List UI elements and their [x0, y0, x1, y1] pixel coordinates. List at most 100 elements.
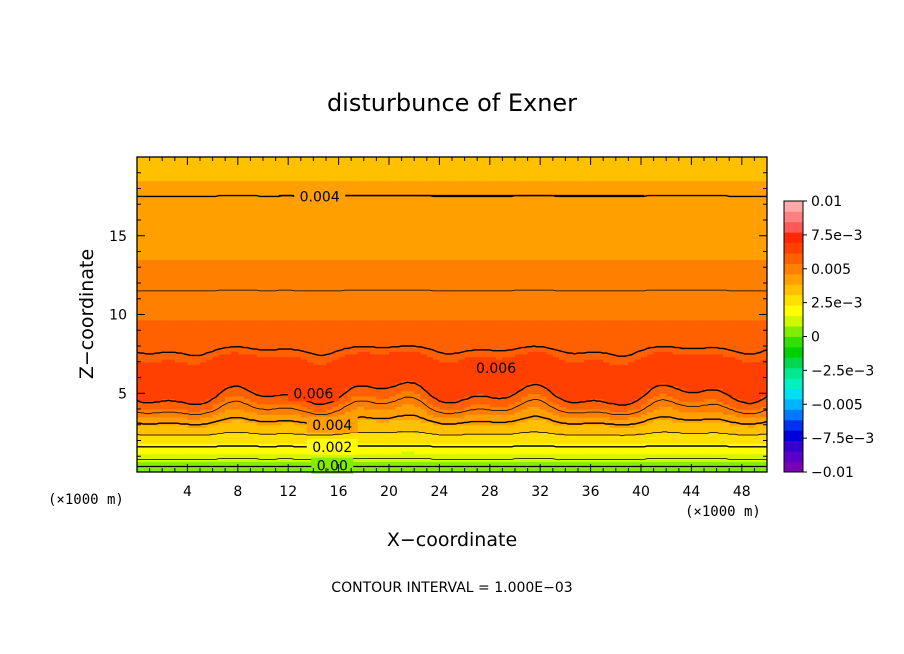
field-cell	[212, 393, 220, 397]
field-cell	[288, 414, 296, 418]
field-cell	[376, 264, 384, 268]
field-cell	[250, 414, 258, 418]
field-cell	[269, 456, 277, 460]
field-cell	[237, 298, 245, 302]
field-cell	[168, 264, 176, 268]
field-cell	[263, 214, 270, 218]
field-cell	[155, 288, 163, 292]
field-cell	[344, 322, 352, 326]
field-cell	[313, 288, 321, 292]
field-cell	[363, 338, 371, 342]
field-cell	[162, 353, 170, 358]
field-cell	[275, 445, 283, 449]
field-cell	[212, 414, 220, 418]
field-cell	[332, 214, 340, 218]
field-cell	[174, 406, 182, 410]
field-cell	[181, 204, 188, 208]
field-cell	[244, 359, 251, 363]
field-cell	[174, 458, 182, 463]
field-cell	[332, 275, 340, 279]
field-cell	[307, 275, 314, 279]
field-cell	[250, 395, 258, 400]
field-cell	[269, 435, 277, 439]
field-cell	[225, 159, 233, 163]
field-cell	[137, 209, 144, 213]
field-cell	[313, 340, 321, 344]
field-cell	[174, 464, 182, 468]
field-cell	[193, 191, 201, 195]
field-cell	[382, 264, 390, 268]
field-cell	[174, 220, 182, 224]
field-cell	[376, 458, 384, 463]
field-cell	[181, 435, 188, 439]
field-cell	[351, 243, 359, 247]
field-cell	[351, 230, 359, 234]
field-cell	[344, 411, 352, 415]
field-cell	[162, 283, 170, 287]
field-cell	[326, 403, 333, 407]
field-cell	[357, 196, 365, 200]
field-cell	[389, 451, 396, 455]
field-cell	[307, 353, 314, 358]
field-cell	[382, 164, 390, 169]
field-cell	[237, 306, 245, 310]
field-cell	[244, 464, 251, 468]
field-cell	[168, 212, 176, 216]
field-cell	[326, 367, 333, 371]
field-cell	[395, 338, 403, 342]
field-cell	[143, 448, 151, 452]
field-cell	[193, 395, 201, 400]
field-cell	[319, 290, 327, 295]
field-cell	[307, 159, 314, 163]
field-cell	[250, 453, 258, 457]
field-cell	[281, 293, 289, 297]
field-cell	[382, 204, 390, 208]
field-cell	[231, 432, 239, 436]
field-cell	[389, 380, 396, 384]
field-cell	[275, 248, 283, 253]
field-cell	[149, 193, 157, 197]
field-cell	[357, 233, 365, 237]
field-cell	[363, 199, 371, 203]
field-cell	[382, 401, 390, 405]
chart-title: disturbunce of Exner	[327, 89, 577, 117]
field-cell	[357, 432, 365, 436]
field-cell	[155, 338, 163, 342]
field-cell	[256, 188, 264, 192]
field-cell	[212, 325, 220, 329]
field-cell	[363, 466, 371, 470]
field-cell	[307, 380, 314, 384]
field-cell	[263, 298, 270, 302]
field-cell	[263, 393, 270, 397]
field-cell	[351, 175, 359, 179]
field-cell	[244, 209, 251, 213]
field-cell	[137, 414, 144, 418]
field-cell	[294, 437, 302, 442]
field-cell	[313, 212, 321, 216]
field-cell	[225, 309, 233, 313]
field-cell	[149, 243, 157, 247]
field-cell	[281, 264, 289, 268]
field-cell	[281, 469, 289, 472]
field-cell	[294, 272, 302, 276]
field-cell	[294, 319, 302, 323]
field-cell	[181, 374, 188, 379]
field-cell	[269, 325, 277, 329]
field-cell	[376, 403, 384, 407]
field-cell	[155, 469, 163, 472]
field-cell	[143, 241, 151, 245]
field-cell	[193, 293, 201, 297]
field-cell	[218, 424, 226, 428]
field-cell	[294, 264, 302, 268]
field-cell	[288, 280, 296, 284]
field-cell	[263, 301, 270, 305]
field-cell	[168, 427, 176, 431]
field-cell	[370, 285, 377, 289]
field-cell	[357, 346, 365, 350]
field-cell	[187, 162, 195, 166]
field-cell	[281, 206, 289, 211]
field-cell	[263, 451, 270, 455]
field-cell	[275, 254, 283, 258]
field-cell	[174, 435, 182, 439]
field-cell	[155, 280, 163, 284]
